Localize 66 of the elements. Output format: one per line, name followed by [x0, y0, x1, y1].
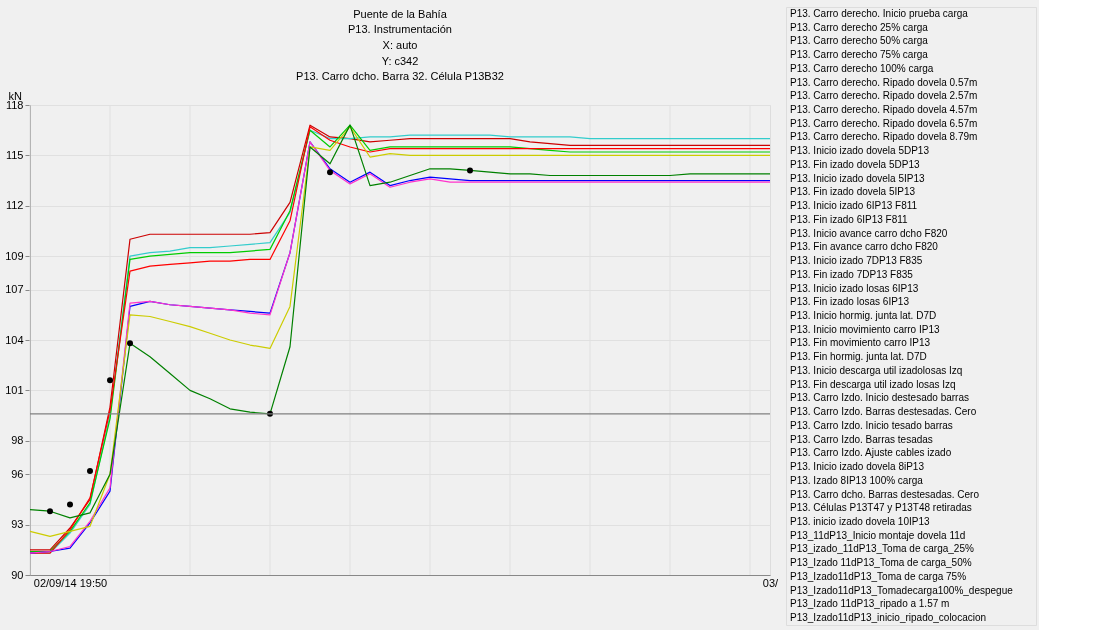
- text: P13. Carro derecho. Inicio prueba carga: [790, 7, 969, 19]
- chart-title: Puente de la Bahía: [353, 7, 448, 20]
- text: P13. Carro Izdo. Barras tesadas: [790, 433, 933, 445]
- text: P13. Inicio hormig. junta lat. D7D: [790, 310, 937, 321]
- point: [127, 340, 133, 347]
- text: P13. Inicio avance carro dcho F820: [790, 227, 948, 239]
- text: P13. Inicio descarga util izadolosas Izq: [790, 364, 963, 376]
- text: P13. Fin izado 6IP13 F811: [790, 213, 909, 225]
- point: [47, 508, 53, 515]
- text: P13. Izado 8IP13 100% carga: [790, 474, 924, 486]
- point: [327, 169, 333, 176]
- text: P13. Inicio izado 7DP13 F835: [790, 255, 923, 267]
- text: P13. inicio izado dovela 10IP13: [790, 516, 930, 527]
- text: P13. Fin movimiento carro IP13: [790, 337, 931, 349]
- text: P13. Inicio izado losas 6IP13: [790, 282, 919, 294]
- text: P13. Carro Izdo. Inicio destesado barras: [790, 392, 969, 404]
- text: P13_Izado11dP13_Toma de carga 75%: [790, 570, 967, 582]
- point: [107, 377, 113, 384]
- point: [67, 501, 73, 508]
- text: P13. Inicio izado 6IP13 F811: [790, 200, 918, 212]
- text: P13. Carro derecho 25% carga: [790, 21, 929, 33]
- text: P13. Fin descarga util izado losas Izq: [790, 378, 956, 390]
- text: P13. Carro derecho. Ripado dovela 4.57m: [790, 104, 978, 115]
- y-tick-label: 107: [5, 283, 24, 296]
- y-tick-label: 104: [5, 333, 24, 346]
- text: P13. Fin izado 7DP13 F835: [790, 268, 914, 280]
- text: P13. Inicio izado dovela 8iP13: [790, 461, 925, 473]
- y-tick-label: 90: [11, 568, 24, 581]
- text: P13_izado_11dP13_Toma de carga_25%: [790, 543, 974, 555]
- text: P13. Carro derecho. Ripado dovela 8.79m: [790, 131, 978, 143]
- text: P13. Fin izado dovela 5DP13: [790, 158, 920, 170]
- text: P13. Carro derecho 75% carga: [790, 49, 929, 61]
- point: [467, 167, 473, 174]
- x-tick-label: 03/: [762, 576, 780, 589]
- text: P13. Carro derecho. Ripado dovela 2.57m: [790, 90, 978, 102]
- point: [87, 467, 93, 474]
- text: P13. Fin izado losas 6IP13: [790, 296, 910, 308]
- text: P13_Izado 11dP13_ripado a 1.57 m: [790, 598, 950, 610]
- text: P13. Inicio movimiento carro IP13: [790, 323, 940, 335]
- y-tick-label: 115: [5, 148, 24, 161]
- y-tick-label: 93: [11, 518, 24, 531]
- text: P13. Carro Izdo. Ajuste cables izado: [790, 447, 952, 459]
- text: P13. Inicio izado dovela 5DP13: [790, 145, 930, 157]
- text: P13. Carro derecho 100% carga: [790, 62, 934, 74]
- text: P13_Izado 11dP13_Toma de carga_50%: [790, 557, 972, 569]
- y-tick-label: 112: [5, 199, 24, 212]
- y-tick-label: 98: [11, 434, 24, 447]
- text: P13_Izado11dP13_Tomadecarga100%_despegue: [790, 584, 1014, 596]
- y-tick-label: 101: [5, 383, 24, 396]
- text: P13. Fin izado dovela 5IP13: [790, 186, 916, 198]
- text: P13_11dP13_Inicio montaje dovela 11d: [790, 529, 966, 541]
- text: P13. Carro derecho. Ripado dovela 0.57m: [790, 76, 978, 88]
- y-tick-label: 109: [5, 249, 24, 262]
- text: P13. Carro dcho. Barras destesadas. Cero: [790, 488, 980, 500]
- y-tick-label: 96: [11, 467, 24, 480]
- text: P13. Células P13T47 y P13T48 retiradas: [790, 502, 972, 514]
- text: P13_Izado11dP13_inicio_ripado_colocacion: [790, 612, 987, 624]
- x-tick-label: 02/09/14 19:50: [33, 576, 108, 589]
- text: P13. Carro derecho 50% carga: [790, 35, 929, 47]
- chart-subtitle: P13. Instrumentación X: auto Y: c342 P13. Carro dcho. Barra 32. Célula P13B32: [296, 23, 504, 83]
- text: P13. Carro derecho. Ripado dovela 6.57m: [790, 117, 978, 129]
- text: P13. Inicio izado dovela 5IP13: [790, 172, 925, 184]
- text: P13. Fin hormig. junta lat. D7D: [790, 351, 927, 363]
- text: P13. Fin avance carro dcho F820: [790, 241, 939, 253]
- text: P13. Carro Izdo. Inicio tesado barras: [790, 419, 953, 431]
- text: P13. Carro Izdo. Barras destesadas. Cero: [790, 406, 977, 418]
